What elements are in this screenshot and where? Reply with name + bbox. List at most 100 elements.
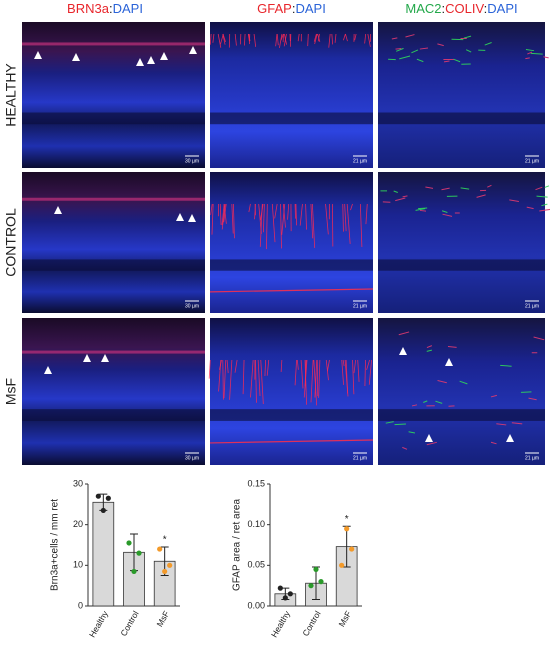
- gfap-fiber: [305, 203, 307, 230]
- gfap-fiber: [271, 203, 276, 243]
- mac2-signal: [385, 421, 394, 424]
- gfap-fiber: [232, 203, 235, 239]
- mac2-signal: [437, 379, 447, 384]
- red-layer: [22, 42, 205, 46]
- header-part: DAPI: [487, 1, 517, 16]
- y-axis-label: GFAP area / ret area: [232, 499, 243, 592]
- scale-bar-label: 30 µm: [185, 158, 199, 164]
- mac2-signal: [393, 190, 398, 193]
- data-point: [277, 585, 283, 591]
- arrowhead: [83, 354, 91, 362]
- gfap-fiber: [226, 359, 229, 374]
- y-tick-label: 0.15: [247, 478, 265, 488]
- column-header: GFAP:DAPI: [257, 1, 326, 16]
- gfap-layer: [209, 288, 374, 293]
- gfap-fiber: [222, 33, 226, 43]
- row-label: MsF: [3, 378, 19, 405]
- gfap-fiber: [283, 33, 287, 47]
- mac2-signal: [395, 197, 406, 202]
- mac2-signal: [465, 49, 472, 53]
- mac2-signal: [527, 51, 533, 55]
- gfap-fiber: [366, 359, 370, 370]
- mac2-signal: [411, 404, 418, 407]
- mac2-signal: [490, 441, 497, 445]
- gfap-fiber: [313, 359, 318, 406]
- mac2-signal: [423, 400, 428, 403]
- y-tick-label: 30: [73, 478, 83, 488]
- gfap-fiber: [253, 33, 257, 47]
- gfap-fiber: [318, 359, 321, 398]
- significance-mark: *: [345, 514, 349, 525]
- mac2-signal: [391, 37, 398, 40]
- header-part: :: [109, 1, 113, 16]
- y-tick-label: 0.05: [247, 560, 265, 570]
- mac2-signal: [441, 187, 450, 191]
- mac2-signal: [496, 423, 507, 426]
- gfap-layer: [209, 439, 374, 444]
- mac2-signal: [426, 441, 437, 446]
- gfap-fiber: [317, 33, 321, 42]
- mac2-signal: [408, 431, 416, 434]
- data-point: [308, 583, 314, 589]
- data-point: [287, 591, 293, 597]
- red-layer: [22, 197, 205, 201]
- header-part: MAC2: [405, 1, 441, 16]
- data-point: [100, 507, 106, 514]
- scale-bar-label: 21 µm: [353, 455, 367, 461]
- gfap-fiber: [353, 359, 357, 374]
- scale-bar-label: 21 µm: [353, 158, 367, 164]
- row-label: CONTROL: [3, 208, 19, 277]
- gfap-fiber: [280, 203, 282, 249]
- arrowhead: [54, 206, 62, 214]
- mac2-signal: [435, 400, 443, 404]
- arrowhead: [136, 58, 144, 66]
- mac2-signal: [405, 34, 415, 38]
- header-part: BRN3a: [67, 1, 110, 16]
- mac2-signal: [533, 336, 545, 341]
- dark-layer: [22, 259, 205, 271]
- data-point: [131, 568, 137, 575]
- gfap-fiber: [368, 359, 372, 385]
- dark-layer: [378, 409, 545, 421]
- mac2-signal: [396, 47, 404, 52]
- mac2-signal: [459, 380, 468, 385]
- gfap-fiber: [210, 203, 213, 215]
- gfap-fiber: [328, 33, 331, 48]
- gfap-fiber: [220, 33, 224, 45]
- gfap-fiber: [281, 203, 286, 235]
- micrograph: [22, 22, 205, 168]
- gfap-fiber: [221, 203, 225, 226]
- mac2-signal: [525, 48, 535, 52]
- gfap-fiber: [262, 203, 265, 233]
- gfap-fiber: [346, 203, 351, 244]
- gfap-fiber: [223, 359, 227, 399]
- data-point: [313, 566, 319, 573]
- mac2-signal: [528, 397, 537, 401]
- significance-mark: *: [163, 535, 167, 546]
- y-tick-label: 10: [73, 560, 83, 570]
- y-tick-label: 0: [78, 600, 83, 610]
- mac2-signal: [526, 206, 534, 210]
- gfap-fiber: [365, 203, 368, 225]
- gfap-fiber: [297, 33, 300, 42]
- gfap-fiber: [234, 359, 238, 373]
- gfap-fiber: [266, 203, 268, 250]
- mac2-signal: [419, 209, 427, 212]
- dark-layer: [378, 259, 545, 271]
- mac2-signal: [418, 207, 428, 210]
- dark-layer: [210, 259, 373, 271]
- gfap-fiber: [327, 359, 330, 372]
- column-header: BRN3a:DAPI: [67, 1, 143, 16]
- gfap-fiber: [248, 33, 251, 42]
- mac2-signal: [536, 195, 548, 198]
- gfap-fiber: [276, 33, 279, 46]
- gfap-fiber: [364, 33, 367, 44]
- mac2-signal: [476, 194, 486, 198]
- gfap-fiber: [257, 359, 261, 397]
- gfap-fiber: [343, 33, 346, 41]
- data-point: [157, 546, 163, 552]
- column-header: MAC2:COLIV:DAPI: [405, 1, 517, 16]
- gfap-fiber: [359, 203, 363, 247]
- mac2-signal: [425, 186, 434, 189]
